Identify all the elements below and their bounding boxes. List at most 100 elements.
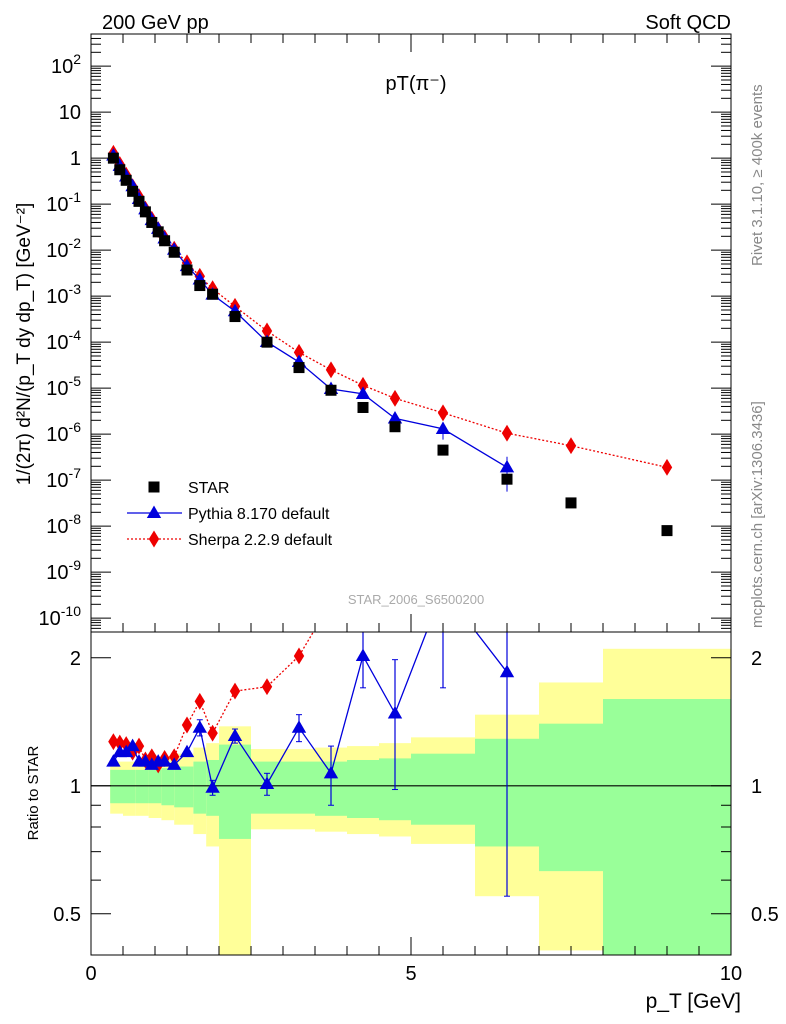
sherpa-ratio-point [108, 733, 119, 751]
y-axis-title-ratio: Ratio to STAR [25, 745, 42, 840]
y-tick-label: 10-5 [46, 373, 81, 400]
pythia-ratio-point [179, 744, 195, 758]
sherpa-ratio-point [261, 678, 273, 696]
stat-band [123, 769, 136, 804]
y-tick-label: 102 [51, 51, 81, 78]
sherpa-ratio-point [207, 724, 218, 742]
sherpa-ratio-point [502, 352, 512, 369]
pythia-ratio-point [157, 754, 172, 767]
pythia-ratio-point [106, 754, 121, 767]
pythia-ratio-point [323, 765, 339, 779]
sherpa-ratio-point [169, 748, 180, 766]
star-point [181, 264, 193, 276]
sherpa-point [357, 376, 369, 394]
y-axis-title-main: 1/(2π) d²N/(p_T dy dp_T) [GeV⁻²] [14, 203, 35, 486]
pythia-ratio-point [125, 738, 140, 752]
star-point [146, 216, 158, 228]
sherpa-point [293, 343, 305, 361]
sherpa-point [261, 322, 273, 340]
star-point [565, 497, 577, 509]
sherpa-ratio-point [194, 692, 205, 710]
star-point [293, 362, 305, 374]
uncertainty-bands [110, 648, 731, 955]
sherpa-ratio-point [229, 682, 241, 700]
y-tick-label: 10-3 [46, 281, 81, 308]
sherpa-point [501, 424, 513, 442]
pythia-ratio-point [259, 776, 275, 790]
ratio-panel [91, 352, 731, 897]
star-point [207, 288, 219, 300]
y-tick-label: 10-7 [46, 465, 81, 492]
sherpa-ratio-point [358, 574, 368, 591]
star-point [127, 185, 139, 197]
y-tick-label: 10 [59, 102, 81, 124]
sherpa-point [661, 458, 673, 476]
ratio-tick-label-right: 0.5 [751, 904, 779, 926]
pythia-line [112, 155, 508, 468]
star-point [152, 226, 164, 238]
side-label-top: Rivet 3.1.10, ≥ 400k events [749, 84, 766, 266]
pythia-ratio-point [167, 757, 182, 770]
legend-pythia-marker [146, 505, 162, 519]
star-point [159, 235, 171, 247]
star-point [120, 174, 132, 186]
star-point [501, 473, 513, 485]
sherpa-ratio-line [113, 632, 315, 766]
stat-band [219, 744, 251, 839]
pythia-ratio-point [291, 720, 307, 733]
header-right: Soft QCD [645, 12, 731, 34]
ratio-tick-label: 2 [70, 648, 81, 670]
y-tick-label: 10-10 [39, 603, 82, 630]
stat-band [110, 769, 123, 804]
main-frame [90, 33, 732, 633]
sherpa-ratio-point [293, 647, 305, 665]
stat-band [135, 769, 149, 804]
pythia-ratio-point [355, 648, 371, 662]
sherpa-ratio-point [390, 517, 400, 534]
y-tick-label: 10-6 [46, 419, 81, 446]
main-panel [106, 144, 673, 537]
stat-band [539, 723, 603, 872]
star-point [357, 401, 369, 413]
legend-star-marker [148, 481, 160, 493]
star-point [194, 280, 206, 292]
pythia-ratio-point [499, 664, 515, 678]
stat-band [161, 768, 175, 806]
ratio-tick-label: 0.5 [53, 904, 81, 926]
y-tick-label: 1 [70, 148, 81, 170]
pythia-ratio-point [227, 728, 243, 741]
star-point [261, 336, 273, 348]
sherpa-point [325, 361, 337, 379]
stat-band [174, 766, 194, 808]
legend-label: STAR [188, 480, 229, 497]
legend-label: Sherpa 2.2.9 default [188, 532, 333, 549]
pythia-point [387, 410, 403, 424]
ratio-tick-label-right: 1 [751, 776, 762, 798]
x-axis-title: p_T [GeV] [646, 990, 741, 1013]
star-point [661, 525, 673, 537]
star-point [107, 152, 119, 164]
star-point [325, 384, 337, 396]
sherpa-ratio-point [326, 594, 336, 611]
stat-band [347, 759, 379, 818]
y-tick-label: 10-2 [46, 235, 81, 262]
ratio-tick-label: 1 [70, 776, 81, 798]
stat-band [193, 761, 207, 814]
sherpa-ratio-point [127, 743, 138, 761]
legend-label: Pythia 8.170 default [188, 506, 330, 523]
header-left: 200 GeV pp [102, 12, 209, 34]
y-tick-label: 10-8 [46, 511, 81, 538]
pythia-ratio-point [387, 705, 403, 719]
pythia-point [499, 459, 515, 473]
stat-band [148, 769, 162, 804]
y-tick-label: 10-9 [46, 557, 81, 584]
y-tick-label: 10-1 [46, 189, 81, 216]
axes: 0 5 10 10-10 10-9 10-8 10-7 10-6 10-5 10-4 10-3 10-… [39, 33, 779, 985]
star-point [437, 444, 449, 456]
star-point [389, 421, 401, 433]
x-tick-label: 10 [720, 963, 742, 985]
legend-sherpa-marker [148, 530, 160, 548]
sherpa-point [389, 389, 401, 407]
star-point [168, 246, 180, 258]
